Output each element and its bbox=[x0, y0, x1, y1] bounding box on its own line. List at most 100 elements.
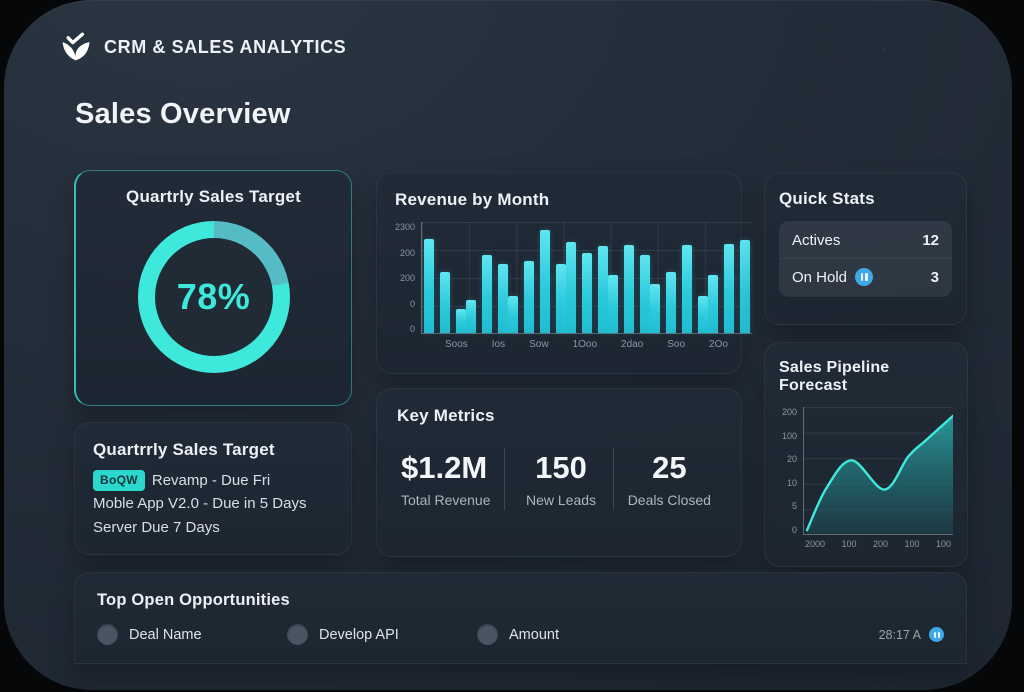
metric: 25 Deals Closed bbox=[614, 450, 721, 508]
x-tick-label: 100 bbox=[841, 539, 857, 549]
x-tick-label: 100 bbox=[935, 539, 951, 549]
metric-value: $1.2M bbox=[401, 450, 488, 485]
column-label: Develop API bbox=[319, 626, 399, 643]
quick-stat-label-text: Actives bbox=[792, 232, 841, 249]
metric-divider bbox=[612, 448, 614, 510]
revenue-plot-area bbox=[421, 222, 753, 334]
column-label: Deal Name bbox=[129, 626, 202, 643]
quick-stats-title: Quick Stats bbox=[779, 189, 875, 208]
bar bbox=[624, 245, 635, 333]
bar-group bbox=[566, 222, 609, 333]
y-tick-label: 200 bbox=[781, 407, 797, 417]
opportunities-header-row: Deal Name Develop API Amount 28:17 A bbox=[97, 624, 944, 645]
y-tick-label: 10 bbox=[786, 477, 797, 488]
x-tick-label: 100 bbox=[904, 539, 920, 549]
donut-hole bbox=[154, 238, 273, 356]
metric: 150 New Leads bbox=[505, 450, 612, 508]
opportunity-column-header[interactable]: Develop API bbox=[287, 624, 477, 645]
opportunities-meta: 28:17 A bbox=[879, 627, 944, 642]
metric: $1.2M Total Revenue bbox=[397, 450, 504, 508]
y-tick-label: 0 bbox=[791, 524, 797, 535]
task-badge: BoQW bbox=[93, 470, 145, 491]
quick-stat-row[interactable]: Actives 12 bbox=[779, 223, 952, 258]
y-tick-label: 200 bbox=[400, 273, 416, 283]
bar bbox=[482, 255, 493, 333]
x-tick-label: Sow bbox=[529, 339, 549, 350]
column-label: Amount bbox=[509, 626, 559, 643]
quick-stat-label-text: On Hold bbox=[792, 268, 848, 286]
quick-stat-value: 12 bbox=[922, 232, 939, 249]
task-item: BoQW Revamp - Due Fri bbox=[93, 469, 333, 492]
quick-stat-label: Actives bbox=[792, 232, 840, 249]
dashboard-frame: CRM & SALES ANALYTICS Sales Overview Qua… bbox=[4, 0, 1012, 690]
quick-stats-panel: Actives 12 On Hold 3 bbox=[779, 221, 952, 297]
pipeline-x-axis: 2000 100 200 100 100 bbox=[803, 535, 953, 549]
revenue-by-month-card: Revenue by Month 2300 200 200 0 0 Soos Ios Sow… bbox=[376, 172, 753, 374]
metric-value: 25 bbox=[652, 450, 687, 485]
bar bbox=[540, 229, 551, 333]
pipeline-plot-area bbox=[803, 407, 953, 535]
donut-percent-label: 78% bbox=[176, 276, 251, 317]
x-tick-label: 2dao bbox=[621, 339, 644, 350]
opportunities-meta-text: 28:17 A bbox=[878, 627, 921, 642]
bar bbox=[556, 264, 567, 333]
bar bbox=[708, 275, 719, 333]
x-tick-label: 2000 bbox=[805, 539, 826, 549]
bar bbox=[740, 239, 751, 333]
on-hold-icon bbox=[855, 268, 874, 286]
task-text: Revamp - Due Fri bbox=[151, 472, 271, 489]
bar bbox=[566, 241, 577, 333]
x-tick-label: Soo bbox=[667, 339, 686, 350]
bar bbox=[640, 255, 651, 333]
pipeline-area-chart bbox=[804, 407, 953, 534]
pipeline-y-axis: 200 100 20 10 5 0 bbox=[779, 407, 803, 535]
quarterly-target-title: Quartrly Sales Target bbox=[126, 187, 301, 206]
opportunity-column-header[interactable]: Amount bbox=[477, 624, 667, 645]
revenue-y-axis: 2300 200 200 0 0 bbox=[395, 222, 421, 334]
metrics-row: $1.2M Total Revenue 150 New Leads 25 Deals Cl… bbox=[397, 448, 721, 510]
y-tick-label: 0 bbox=[410, 298, 416, 309]
app-header: CRM & SALES ANALYTICS bbox=[58, 30, 346, 64]
bar bbox=[682, 245, 693, 333]
quarterly-target-donut: 78% bbox=[137, 221, 290, 373]
column-bullet-icon[interactable] bbox=[477, 624, 498, 645]
quarterly-target-card: Quartrly Sales Target 78% bbox=[74, 170, 352, 406]
opportunities-title: Top Open Opportunities bbox=[97, 591, 290, 609]
y-tick-label: 5 bbox=[791, 501, 797, 512]
quick-stat-value: 3 bbox=[930, 268, 939, 286]
bar bbox=[608, 275, 619, 333]
bar bbox=[524, 260, 535, 333]
task-text: Server Due 7 Days bbox=[93, 518, 220, 536]
metric-label: Total Revenue bbox=[401, 492, 491, 508]
y-tick-label: 2300 bbox=[395, 222, 416, 232]
x-tick-label: 200 bbox=[872, 539, 888, 549]
y-tick-label: 100 bbox=[781, 430, 797, 441]
quick-stat-row[interactable]: On Hold 3 bbox=[779, 258, 952, 295]
bar-group bbox=[466, 222, 509, 333]
column-bullet-icon[interactable] bbox=[97, 624, 118, 645]
column-bullet-icon[interactable] bbox=[287, 624, 308, 645]
bar bbox=[456, 308, 467, 333]
bar bbox=[466, 299, 477, 333]
pipeline-card-title: Sales Pipeline Forecast bbox=[779, 359, 890, 394]
tasks-card: Quartrrly Sales Target BoQW Revamp - Due … bbox=[74, 422, 352, 555]
opportunity-column-header[interactable]: Deal Name bbox=[97, 624, 287, 645]
bar bbox=[598, 246, 609, 333]
bar-group bbox=[650, 222, 709, 333]
opportunities-card: Top Open Opportunities Deal Name Develop … bbox=[74, 572, 967, 664]
revenue-x-axis: Soos Ios Sow 1Ooo 2dao Soo 2Oo bbox=[421, 334, 752, 350]
metric-label: Deals Closed bbox=[627, 492, 711, 508]
leaf-logo-icon bbox=[58, 30, 94, 64]
quick-stat-label: On Hold bbox=[792, 268, 874, 286]
bar bbox=[582, 253, 593, 333]
y-tick-label: 200 bbox=[400, 247, 416, 258]
meta-pause-icon[interactable] bbox=[929, 627, 944, 642]
key-metrics-card: Key Metrics $1.2M Total Revenue 150 New Lea… bbox=[376, 388, 742, 557]
x-tick-label: 1Ooo bbox=[572, 339, 598, 350]
quick-stats-card: Quick Stats Actives 12 On Hold 3 bbox=[764, 172, 967, 325]
bar bbox=[498, 264, 509, 333]
bar-group bbox=[708, 222, 751, 333]
task-list: BoQW Revamp - Due Fri Moble App V2.0 - Due… bbox=[93, 469, 333, 539]
revenue-chart: 2300 200 200 0 0 Soos Ios Sow 1Ooo 2dao Soo 2Oo bbox=[395, 222, 753, 350]
bar bbox=[698, 296, 709, 333]
